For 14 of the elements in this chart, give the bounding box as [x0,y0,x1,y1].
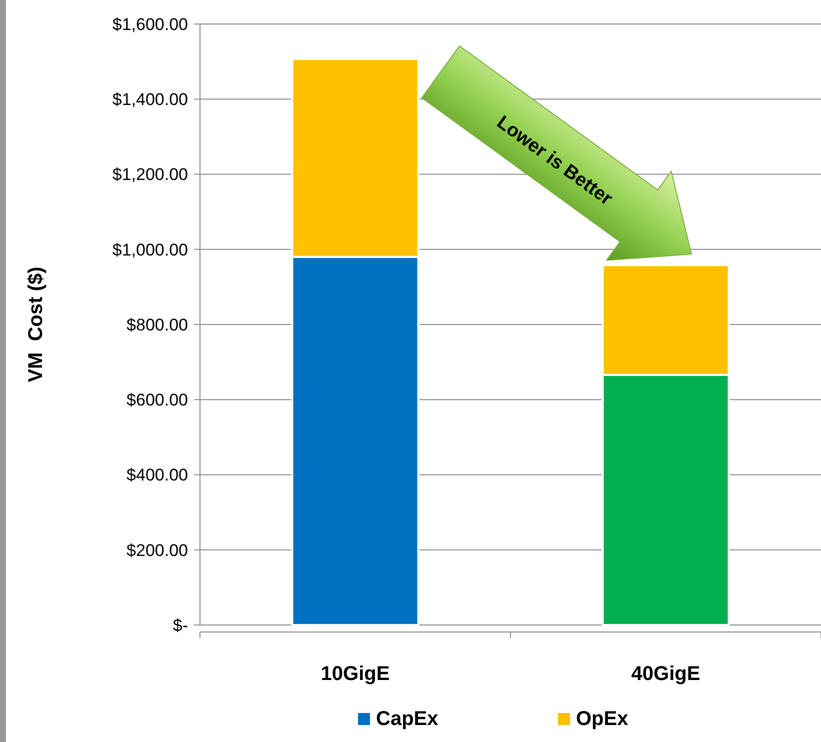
y-axis-title: VM Cost ($) [25,266,47,382]
y-tick-label: $1,000.00 [112,240,188,260]
y-tick-label: $200.00 [126,540,188,560]
legend-label: OpEx [576,708,628,730]
legend-label: CapEx [376,708,438,730]
y-tick-label: $400.00 [126,466,188,485]
y-tick-label: $- [172,616,188,635]
y-tick-label: $1,400.00 [112,90,188,110]
y-tick-label: $600.00 [126,390,188,410]
y-tick-label: $800.00 [126,315,188,334]
y-tick-label: $1,600.00 [112,14,188,34]
x-tick-label: 40GigE [631,663,700,685]
y-tick-label: $1,200.00 [112,165,188,184]
x-tick-label: 10GigE [320,663,390,685]
